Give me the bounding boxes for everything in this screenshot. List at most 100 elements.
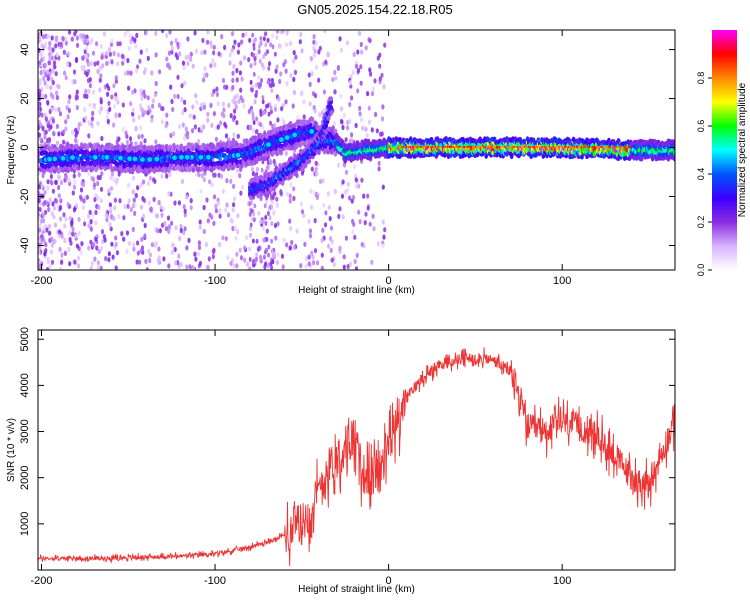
noise-cell: [181, 110, 185, 116]
noise-cell: [157, 199, 161, 206]
noise-cell: [76, 126, 80, 132]
noise-cell: [239, 87, 243, 93]
noise-cell: [346, 125, 350, 131]
noise-cell: [285, 191, 289, 197]
noise-cell: [261, 95, 265, 100]
noise-cell: [257, 49, 261, 55]
noise-cell: [121, 60, 125, 66]
noise-cell: [143, 233, 147, 239]
noise-cell: [264, 51, 268, 57]
noise-cell: [154, 30, 158, 36]
noise-cell: [176, 44, 180, 50]
noise-cell: [93, 256, 97, 262]
noise-cell: [356, 49, 360, 55]
noise-cell: [206, 39, 210, 45]
noise-cell: [66, 201, 70, 208]
noise-cell: [43, 80, 47, 86]
noise-cell: [99, 265, 103, 270]
noise-cell: [246, 261, 250, 267]
noise-cell: [38, 223, 42, 229]
noise-cell: [382, 234, 386, 240]
noise-cell: [359, 80, 363, 86]
noise-cell: [60, 259, 64, 265]
noise-cell: [326, 51, 330, 57]
noise-cell: [172, 131, 176, 137]
noise-cell: [120, 231, 124, 237]
noise-cell: [95, 41, 99, 47]
x-tick-label: -200: [30, 275, 52, 287]
noise-cell: [179, 223, 183, 230]
noise-cell: [67, 177, 71, 184]
heatmap-core: [538, 146, 541, 148]
noise-cell: [41, 172, 45, 179]
heatmap-core: [613, 146, 616, 148]
noise-cell: [187, 237, 191, 243]
noise-cell: [153, 92, 157, 98]
noise-cell: [91, 50, 96, 56]
heatmap-core: [455, 146, 457, 148]
noise-cell: [242, 103, 246, 109]
heatmap-cell: [333, 128, 338, 134]
noise-cell: [381, 104, 385, 110]
noise-cell: [113, 103, 117, 109]
noise-cell: [209, 63, 213, 69]
noise-cell: [145, 47, 149, 53]
noise-cell: [101, 239, 105, 245]
noise-cell: [359, 41, 363, 48]
noise-cell: [87, 120, 91, 126]
heatmap-core: [577, 146, 579, 148]
noise-cell: [203, 66, 207, 72]
x-tick-label: -200: [30, 575, 52, 587]
noise-cell: [222, 113, 226, 119]
noise-cell: [338, 245, 342, 251]
noise-cell: [231, 84, 235, 90]
noise-cell: [157, 259, 161, 265]
heatmap-core: [444, 146, 446, 148]
noise-cell: [170, 98, 174, 105]
noise-cell: [110, 38, 114, 44]
noise-cell: [240, 76, 244, 82]
noise-cell: [185, 245, 189, 251]
noise-cell: [242, 55, 247, 61]
noise-cell: [52, 205, 57, 211]
noise-cell: [210, 91, 215, 97]
noise-cell: [170, 45, 174, 51]
heatmap-core: [429, 146, 431, 148]
noise-cell: [269, 261, 273, 266]
noise-cell: [350, 132, 354, 138]
noise-cell: [339, 118, 344, 124]
noise-cell: [284, 150, 288, 156]
noise-cell: [112, 122, 116, 128]
heatmap-core: [486, 146, 488, 148]
noise-cell: [248, 201, 252, 207]
noise-cell: [265, 248, 268, 253]
heatmap-cell: [218, 156, 222, 162]
noise-cell: [49, 85, 53, 91]
x-tick-label: -100: [204, 275, 226, 287]
noise-cell: [114, 265, 118, 270]
noise-cell: [188, 264, 192, 270]
noise-cell: [251, 112, 255, 118]
heatmap-core: [541, 146, 543, 148]
noise-cell: [42, 226, 46, 232]
heatmap-core: [411, 146, 413, 148]
noise-cell: [308, 228, 313, 234]
heatmap-cell: [263, 191, 268, 197]
noise-cell: [109, 226, 113, 232]
noise-cell: [112, 177, 116, 183]
noise-cell: [108, 106, 112, 112]
noise-cell: [211, 58, 215, 64]
noise-cell: [62, 49, 66, 55]
noise-cell: [313, 218, 317, 224]
noise-cell: [169, 40, 174, 46]
noise-cell: [198, 260, 202, 266]
noise-cell: [214, 203, 218, 209]
noise-cell: [50, 106, 55, 112]
noise-cell: [91, 89, 95, 95]
heatmap-peak: [277, 136, 285, 144]
noise-cell: [274, 68, 278, 74]
noise-cell: [120, 53, 124, 59]
noise-cell: [196, 139, 201, 145]
noise-cell: [96, 180, 100, 187]
noise-cell: [76, 263, 81, 269]
